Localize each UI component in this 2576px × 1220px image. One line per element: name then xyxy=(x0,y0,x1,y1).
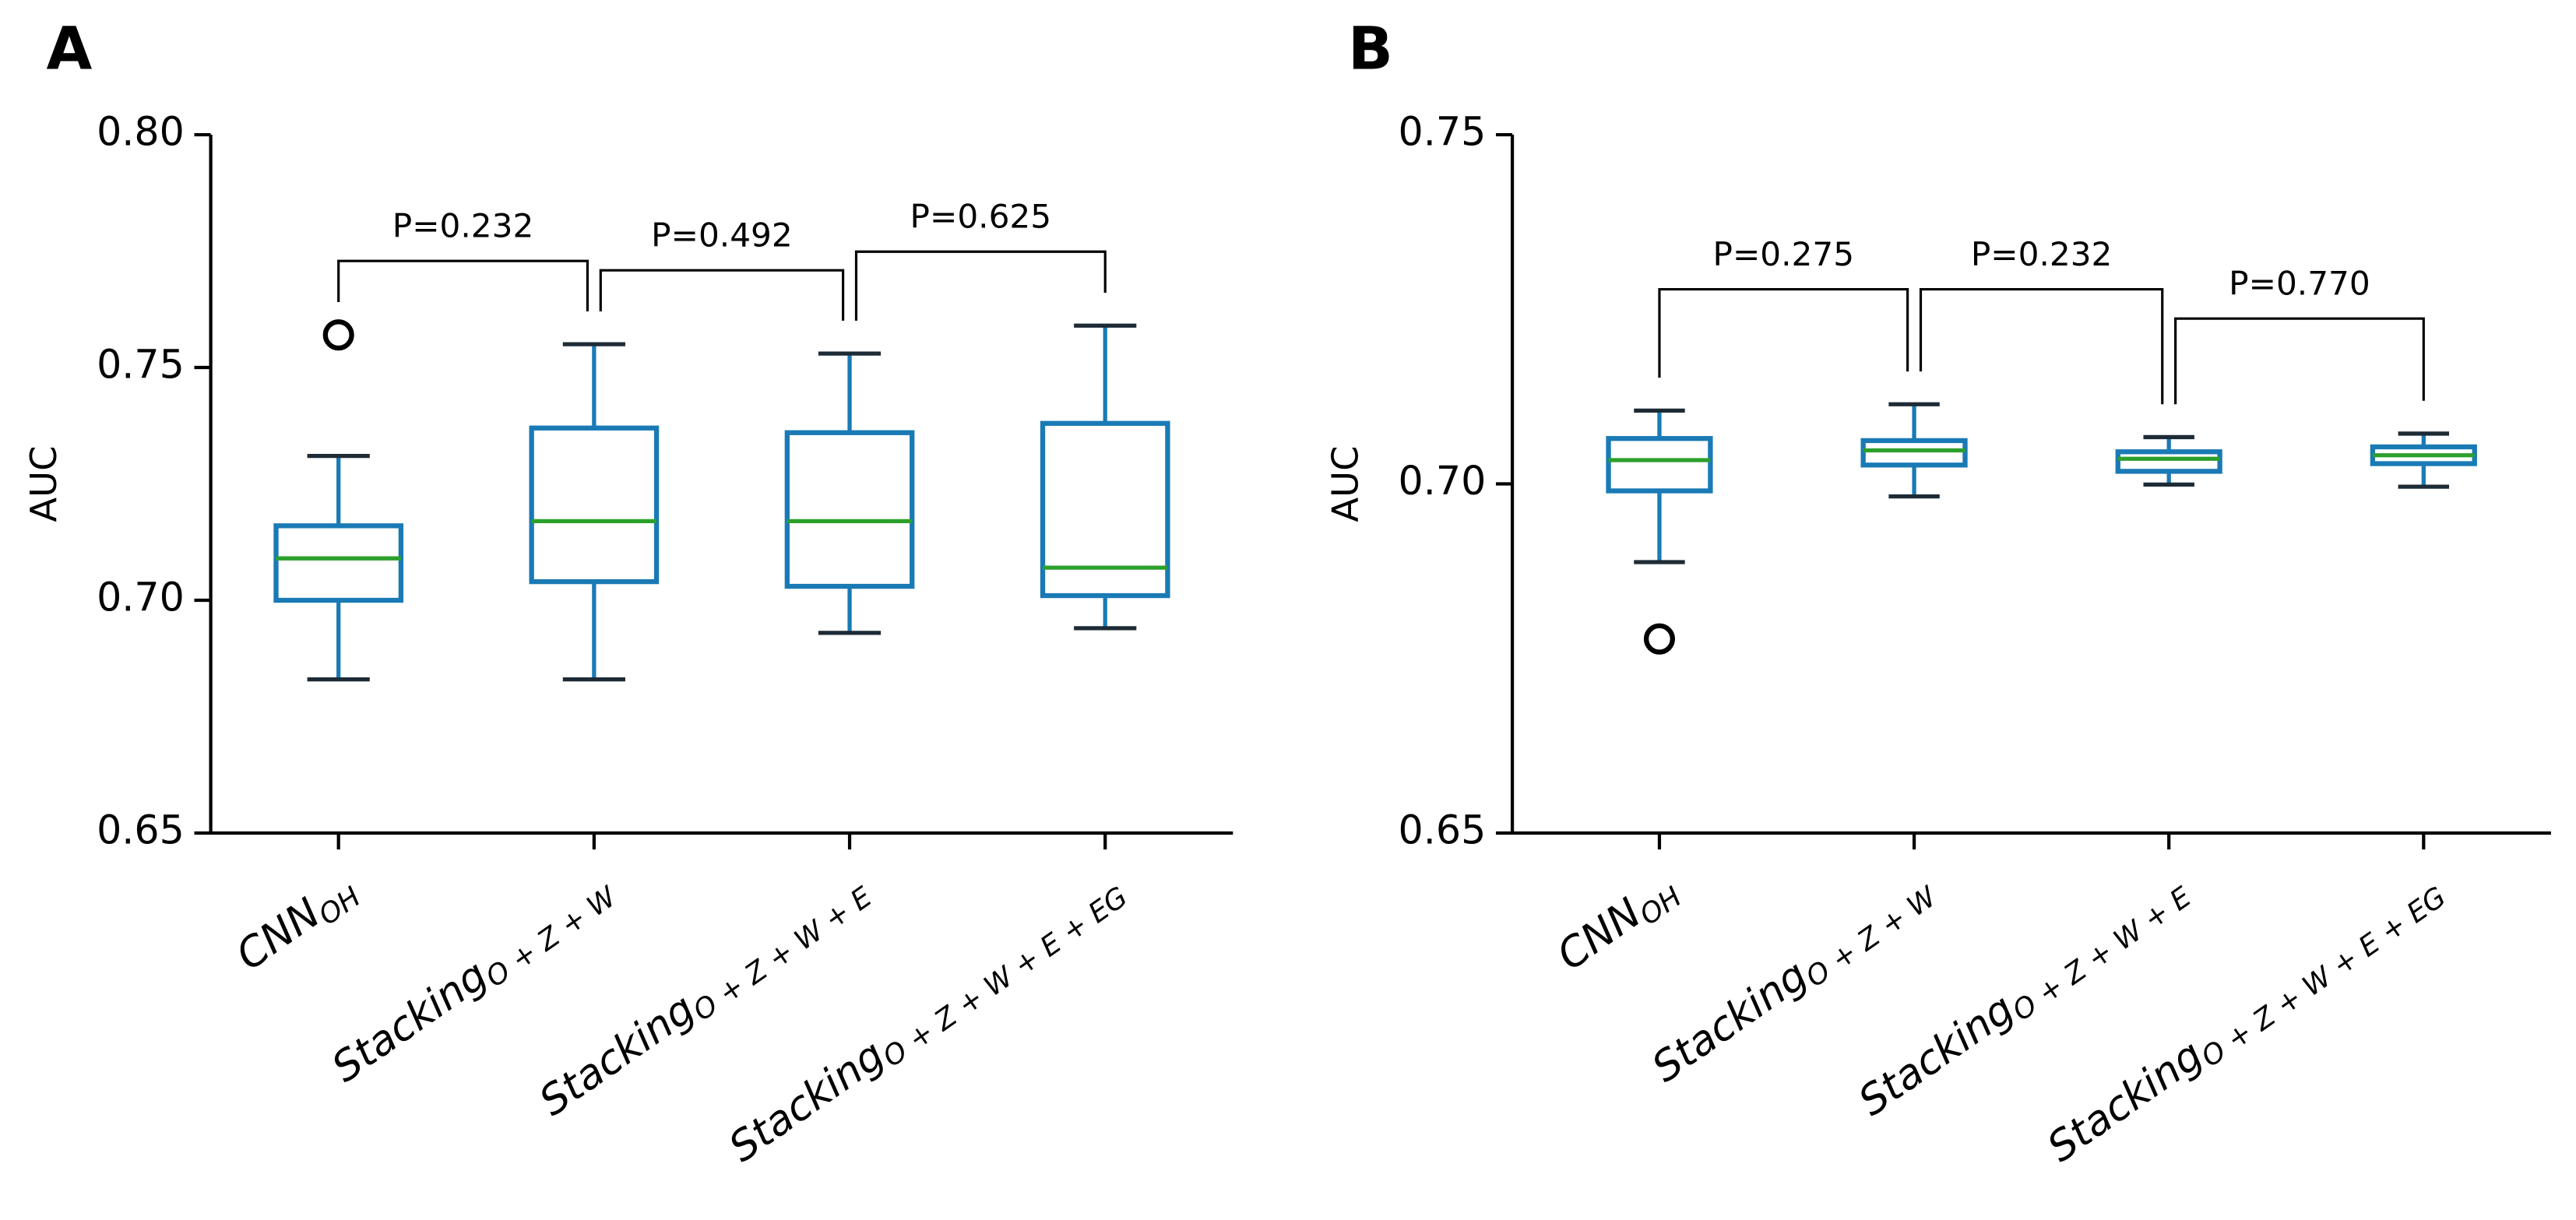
category-name: Stacking xyxy=(2039,1031,2211,1172)
p-value-label: P=0.275 xyxy=(1713,235,1855,273)
category-name: Stacking xyxy=(1850,985,2022,1126)
y-tick-label: 0.70 xyxy=(1399,458,1487,504)
significance-bracket xyxy=(1658,287,1909,378)
p-value-label: P=0.492 xyxy=(651,216,793,254)
panel-label: B xyxy=(1348,14,1393,83)
category-name: CNN xyxy=(227,889,329,979)
x-tick-label: StackingO + Z + W + E + EG xyxy=(2039,864,2451,1175)
category-name: Stacking xyxy=(323,951,495,1092)
category-subscript: O + Z + W xyxy=(1800,881,1944,994)
category-subscript: O + Z + W + E + EG xyxy=(2196,881,2452,1074)
significance-bracket xyxy=(854,250,1107,321)
category-name: CNN xyxy=(1549,889,1650,979)
y-axis-label: AUC xyxy=(1325,445,1367,522)
x-tick-label: CNNOH xyxy=(1549,864,1688,983)
category-subscript: O + Z + W xyxy=(480,881,624,994)
category-name: Stacking xyxy=(1644,951,1816,1092)
panel-label: A xyxy=(47,14,93,83)
significance-bracket xyxy=(1919,287,2164,405)
category-subscript: O + Z + W + E xyxy=(688,881,878,1027)
box xyxy=(273,523,404,603)
box xyxy=(1606,436,1713,494)
y-tick-label: 0.80 xyxy=(97,109,185,155)
y-tick-label: 0.75 xyxy=(97,342,185,388)
significance-bracket xyxy=(337,259,589,311)
box xyxy=(1860,438,1968,468)
y-tick-label: 0.65 xyxy=(1399,807,1487,853)
box xyxy=(2115,449,2222,474)
y-axis-label: AUC xyxy=(23,445,65,522)
box xyxy=(784,430,915,589)
category-subscript: O + Z + W + E + EG xyxy=(878,881,1134,1074)
category-name: Stacking xyxy=(531,985,703,1126)
p-value-label: P=0.232 xyxy=(1971,235,2113,273)
box xyxy=(529,425,660,585)
outlier xyxy=(1643,623,1676,655)
p-value-label: P=0.232 xyxy=(392,206,534,244)
outlier xyxy=(322,319,354,351)
box xyxy=(1040,420,1170,599)
p-value-label: P=0.770 xyxy=(2229,265,2370,303)
y-tick-label: 0.75 xyxy=(1399,109,1487,155)
y-tick-label: 0.65 xyxy=(97,807,185,853)
x-tick-label: StackingO + Z + W + E + EG xyxy=(720,864,1133,1175)
category-subscript: O + Z + W + E xyxy=(2007,881,2198,1027)
category-name: Stacking xyxy=(720,1031,892,1172)
p-value-label: P=0.625 xyxy=(910,198,1052,236)
y-tick-label: 0.70 xyxy=(97,575,185,621)
x-tick-label: CNNOH xyxy=(227,864,367,983)
significance-bracket xyxy=(599,269,845,321)
significance-bracket xyxy=(2174,317,2425,405)
